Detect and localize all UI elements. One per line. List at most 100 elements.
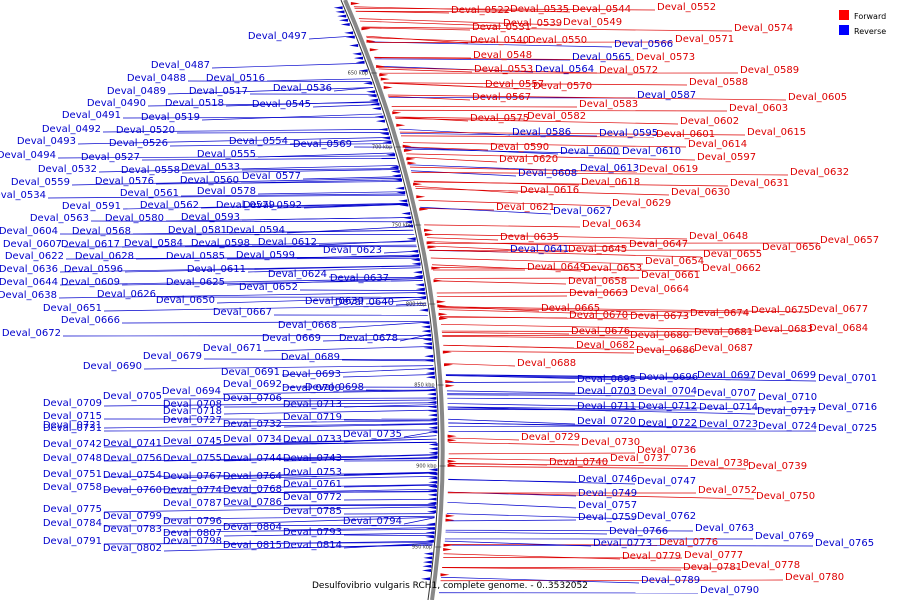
connector-line-left — [267, 79, 370, 81]
gene-arrow-forward — [434, 279, 443, 282]
gene-label-forward: Deval_0573 — [636, 52, 695, 63]
gene-label-forward: Deval_0653 — [583, 263, 642, 274]
gene-label-reverse: Deval_0581 — [168, 225, 227, 236]
gene-arrow-forward — [443, 548, 452, 551]
gene-label-reverse: Deval_0652 — [239, 282, 298, 293]
gene-label-forward: Deval_0605 — [788, 92, 847, 103]
gene-label-forward: Deval_0658 — [568, 276, 627, 287]
gene-label-forward: Deval_0588 — [689, 77, 748, 88]
kbp-label: 650 kbp — [348, 71, 368, 77]
gene-label-reverse: Deval_0497 — [248, 31, 307, 42]
gene-label-forward: Deval_0613 — [580, 163, 639, 174]
gene-label-reverse: Deval_0638 — [0, 290, 57, 301]
gene-label-forward: Deval_0661 — [641, 270, 700, 281]
gene-label-forward: Deval_0664 — [630, 284, 689, 295]
gene-label-reverse: Deval_0732 — [223, 419, 282, 430]
gene-label-forward: Deval_0724 — [758, 421, 817, 432]
gene-label-forward: Deval_0566 — [614, 39, 673, 50]
gene-arrow-forward — [413, 183, 422, 186]
connector-line-right — [446, 520, 576, 521]
gene-label-reverse: Deval_0533 — [181, 162, 240, 173]
connector-line-left — [264, 346, 431, 351]
connector-line-right — [437, 296, 567, 297]
gene-arrow-reverse — [337, 15, 346, 18]
gene-label-forward: Deval_0776 — [659, 537, 718, 548]
gene-arrow-reverse — [427, 393, 436, 396]
connector-line-right — [444, 351, 634, 353]
gene-label-reverse: Deval_0487 — [151, 60, 210, 71]
gene-arrow-forward — [440, 573, 449, 576]
gene-label-forward: Deval_0629 — [612, 198, 671, 209]
gene-label-reverse: Deval_0709 — [43, 398, 102, 409]
connector-line-left — [313, 105, 379, 107]
gene-label-forward: Deval_0686 — [636, 345, 695, 356]
gene-label-forward: Deval_0677 — [809, 304, 868, 315]
gene-label-forward: Deval_0683 — [754, 324, 813, 335]
gene-label-forward: Deval_0712 — [638, 401, 697, 412]
gene-label-forward: Deval_0571 — [675, 34, 734, 45]
gene-label-forward: Deval_0615 — [747, 127, 806, 138]
gene-label-forward: Deval_0627 — [553, 206, 612, 217]
gene-label-reverse: Deval_0526 — [109, 138, 168, 149]
gene-label-reverse: Deval_0669 — [262, 333, 321, 344]
gene-label-forward: Deval_0618 — [581, 177, 640, 188]
gene-label-reverse: Deval_0612 — [258, 237, 317, 248]
connector-line-right — [435, 281, 566, 284]
gene-arrow-reverse — [398, 199, 407, 202]
gene-arrow-forward — [448, 439, 457, 442]
gene-label-reverse: Deval_0693 — [282, 369, 341, 380]
map-caption: Desulfovibrio vulgaris RCH1, complete ge… — [312, 581, 588, 591]
gene-label-reverse: Deval_0719 — [283, 412, 342, 423]
gene-arrow-reverse — [423, 556, 432, 559]
gene-arrow-forward — [431, 267, 440, 270]
kbp-label: 850 kbp — [414, 383, 434, 389]
gene-label-forward: Deval_0603 — [729, 103, 788, 114]
gene-label-reverse: Deval_0760 — [103, 485, 162, 496]
gene-label-reverse: Deval_0576 — [95, 176, 154, 187]
gene-label-forward: Deval_0737 — [610, 453, 669, 464]
gene-arrow-reverse — [375, 115, 384, 118]
connector-line-left — [242, 217, 411, 220]
genome-map: 650 kbp700 kbp750 kbp800 kbp850 kbp900 k… — [0, 0, 900, 600]
gene-label-reverse: Deval_0754 — [103, 470, 162, 481]
gene-label-forward: Deval_0602 — [680, 116, 739, 127]
gene-label-forward: Deval_0634 — [582, 219, 641, 230]
gene-label-reverse: Deval_0536 — [273, 83, 332, 94]
gene-label-reverse: Deval_0517 — [189, 86, 248, 97]
gene-arrow-reverse — [334, 6, 343, 9]
gene-arrow-reverse — [393, 178, 402, 181]
gene-arrow-reverse — [402, 216, 411, 219]
gene-label-reverse: Deval_0786 — [223, 497, 282, 508]
connector-line-right — [392, 106, 577, 107]
gene-label-forward: Deval_0738 — [690, 458, 749, 469]
gene-label-reverse: Deval_0625 — [166, 277, 225, 288]
gene-label-reverse: Deval_0569 — [293, 139, 352, 150]
gene-arrow-reverse — [423, 561, 432, 564]
gene-label-forward: Deval_0572 — [599, 65, 658, 76]
gene-label-reverse: Deval_0617 — [61, 239, 120, 250]
gene-label-reverse: Deval_0798 — [163, 536, 222, 547]
gene-label-forward: Deval_0688 — [517, 358, 576, 369]
gene-label-forward: Deval_0539 — [503, 18, 562, 29]
gene-label-reverse: Deval_0748 — [43, 453, 102, 464]
gene-label-forward: Deval_0763 — [695, 523, 754, 534]
gene-arrow-reverse — [426, 372, 435, 375]
gene-label-reverse: Deval_0520 — [116, 125, 175, 136]
gene-label-reverse: Deval_0756 — [103, 453, 162, 464]
gene-label-reverse: Deval_0783 — [103, 524, 162, 535]
gene-label-forward: Deval_0619 — [639, 164, 698, 175]
gene-label-forward: Deval_0778 — [741, 560, 800, 571]
gene-label-forward: Deval_0695 — [577, 374, 636, 385]
gene-label-forward: Deval_0575 — [470, 113, 529, 124]
gene-arrow-reverse — [423, 342, 432, 345]
connector-line-right — [449, 438, 519, 440]
gene-label-reverse: Deval_0596 — [64, 264, 123, 275]
gene-arrow-forward — [446, 384, 455, 387]
gene-arrow-forward — [448, 460, 457, 463]
gene-label-forward: Deval_0535 — [510, 4, 569, 15]
gene-label-reverse: Deval_0644 — [0, 277, 58, 288]
connector-line-right — [407, 157, 497, 162]
gene-label-forward: Deval_0725 — [818, 423, 877, 434]
kbp-label: 800 kbp — [406, 302, 426, 308]
gene-label-forward: Deval_0704 — [638, 386, 697, 397]
